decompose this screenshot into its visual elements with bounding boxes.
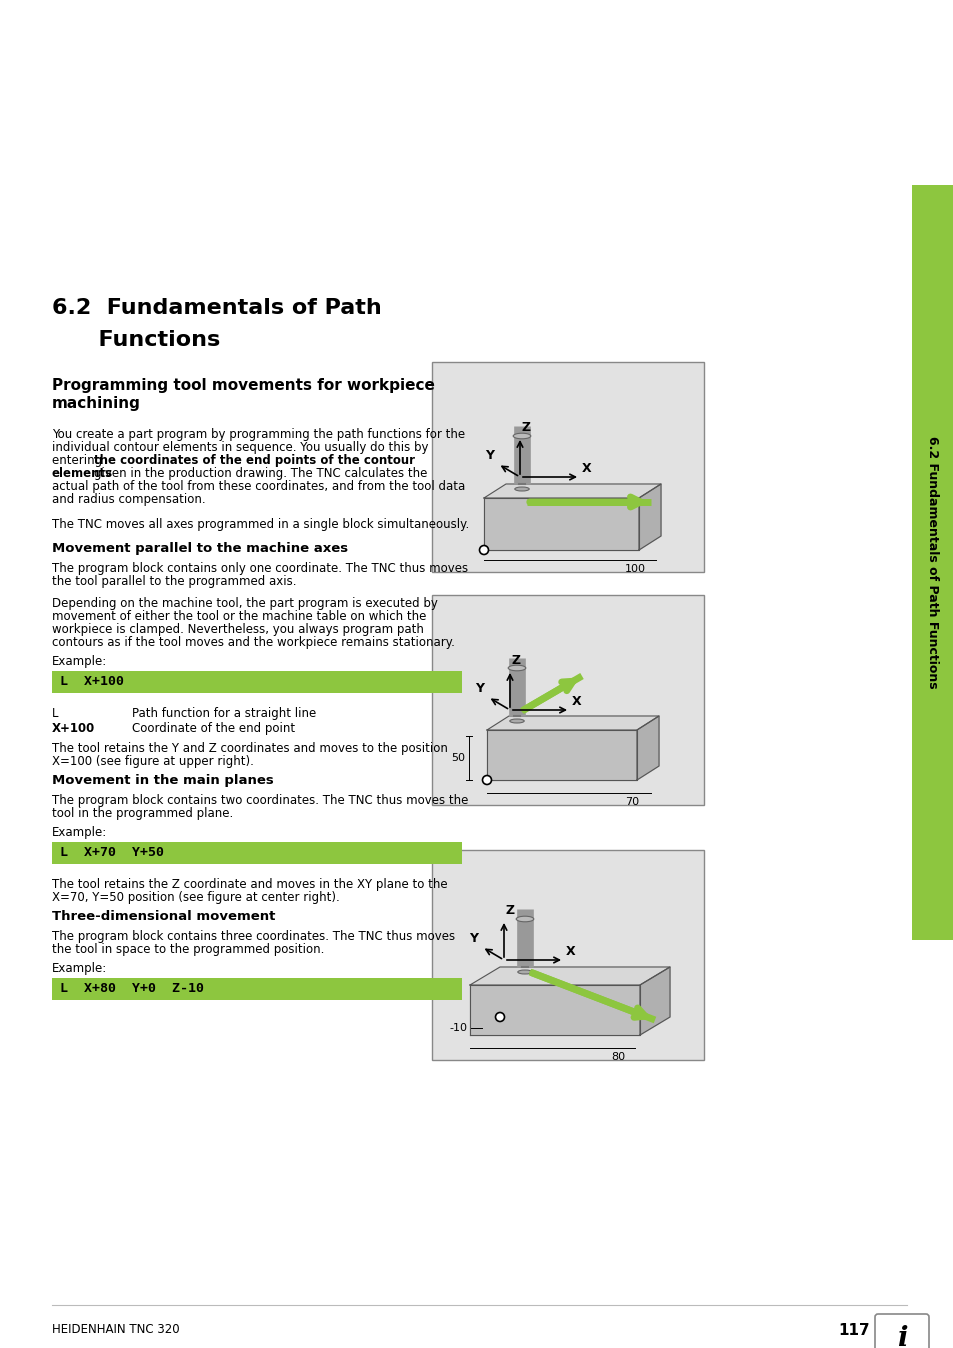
Text: Functions: Functions	[52, 330, 220, 350]
Text: Example:: Example:	[52, 655, 107, 669]
Polygon shape	[483, 484, 660, 497]
Text: L: L	[52, 706, 58, 720]
Polygon shape	[486, 716, 659, 731]
Ellipse shape	[516, 917, 534, 922]
Text: Y: Y	[469, 931, 477, 945]
Ellipse shape	[515, 487, 529, 491]
Text: movement of either the tool or the machine table on which the: movement of either the tool or the machi…	[52, 611, 426, 623]
Text: L  X+100: L X+100	[60, 675, 124, 687]
Polygon shape	[639, 967, 669, 1035]
Text: given in the production drawing. The TNC calculates the: given in the production drawing. The TNC…	[94, 466, 427, 480]
Text: The program block contains only one coordinate. The TNC thus moves: The program block contains only one coor…	[52, 562, 468, 576]
Text: The program block contains two coordinates. The TNC thus moves the: The program block contains two coordinat…	[52, 794, 468, 807]
Text: individual contour elements in sequence. You usually do this by: individual contour elements in sequence.…	[52, 441, 428, 454]
Text: Z: Z	[521, 421, 531, 434]
Text: Example:: Example:	[52, 826, 107, 838]
Text: L  X+80  Y+0  Z-10: L X+80 Y+0 Z-10	[60, 981, 204, 995]
Polygon shape	[637, 716, 659, 780]
Text: and radius compensation.: and radius compensation.	[52, 493, 206, 506]
Text: X: X	[565, 945, 575, 958]
Polygon shape	[639, 484, 660, 550]
Text: 50: 50	[451, 754, 464, 763]
Text: Z: Z	[512, 654, 520, 667]
Bar	[432, 363, 703, 572]
Ellipse shape	[517, 971, 532, 975]
Text: the tool in space to the programmed position.: the tool in space to the programmed posi…	[52, 944, 324, 956]
Text: Three-dimensional movement: Three-dimensional movement	[52, 910, 275, 923]
Bar	[52, 842, 461, 864]
Text: X=100 (see figure at upper right).: X=100 (see figure at upper right).	[52, 755, 253, 768]
FancyBboxPatch shape	[874, 1314, 928, 1348]
Text: Path function for a straight line: Path function for a straight line	[132, 706, 315, 720]
Bar	[432, 851, 703, 1060]
Text: Depending on the machine tool, the part program is executed by: Depending on the machine tool, the part …	[52, 597, 437, 611]
Text: You create a part program by programming the path functions for the: You create a part program by programming…	[52, 429, 465, 441]
Bar	[52, 671, 461, 693]
Text: HEIDENHAIN TNC 320: HEIDENHAIN TNC 320	[52, 1322, 179, 1336]
Bar	[432, 594, 703, 805]
Text: X: X	[572, 696, 581, 708]
Circle shape	[479, 546, 488, 554]
Text: Coordinate of the end point: Coordinate of the end point	[132, 723, 294, 735]
Text: 6.2 Fundamentals of Path Functions: 6.2 Fundamentals of Path Functions	[925, 437, 939, 689]
Text: Programming tool movements for workpiece: Programming tool movements for workpiece	[52, 377, 435, 394]
Text: The TNC moves all axes programmed in a single block simultaneously.: The TNC moves all axes programmed in a s…	[52, 518, 469, 531]
Text: Z: Z	[505, 905, 515, 917]
Text: X=70, Y=50 position (see figure at center right).: X=70, Y=50 position (see figure at cente…	[52, 891, 339, 905]
Text: The tool retains the Z coordinate and moves in the XY plane to the: The tool retains the Z coordinate and mo…	[52, 878, 447, 891]
Text: Example:: Example:	[52, 962, 107, 975]
Text: Y: Y	[484, 449, 494, 462]
Circle shape	[482, 775, 491, 785]
Text: entering: entering	[52, 454, 106, 466]
Circle shape	[495, 1012, 504, 1022]
Text: 117: 117	[838, 1322, 869, 1339]
Polygon shape	[470, 985, 639, 1035]
Text: elements: elements	[52, 466, 113, 480]
Ellipse shape	[513, 433, 530, 439]
Text: Movement in the main planes: Movement in the main planes	[52, 774, 274, 787]
Text: 100: 100	[624, 563, 645, 574]
Ellipse shape	[508, 665, 525, 671]
Text: The program block contains three coordinates. The TNC thus moves: The program block contains three coordin…	[52, 930, 455, 944]
Text: actual path of the tool from these coordinates, and from the tool data: actual path of the tool from these coord…	[52, 480, 465, 493]
Text: X+100: X+100	[52, 723, 95, 735]
Text: L  X+70  Y+50: L X+70 Y+50	[60, 847, 164, 859]
Polygon shape	[486, 731, 637, 780]
Text: Movement parallel to the machine axes: Movement parallel to the machine axes	[52, 542, 348, 555]
Polygon shape	[470, 967, 669, 985]
Polygon shape	[483, 497, 639, 550]
Text: the coordinates of the end points of the contour: the coordinates of the end points of the…	[94, 454, 415, 466]
Bar	[911, 185, 953, 940]
Text: the tool parallel to the programmed axis.: the tool parallel to the programmed axis…	[52, 576, 296, 588]
Text: 6.2  Fundamentals of Path: 6.2 Fundamentals of Path	[52, 298, 381, 318]
Text: contours as if the tool moves and the workpiece remains stationary.: contours as if the tool moves and the wo…	[52, 636, 455, 648]
Text: i: i	[896, 1325, 906, 1348]
Text: 80: 80	[610, 1051, 624, 1062]
Ellipse shape	[509, 718, 523, 723]
Text: -10: -10	[449, 1023, 467, 1033]
Text: workpiece is clamped. Nevertheless, you always program path: workpiece is clamped. Nevertheless, you …	[52, 623, 423, 636]
Text: Y: Y	[475, 682, 483, 696]
Text: machining: machining	[52, 396, 141, 411]
Text: 70: 70	[624, 797, 639, 807]
Text: X: X	[581, 462, 591, 474]
Text: tool in the programmed plane.: tool in the programmed plane.	[52, 807, 233, 820]
Text: The tool retains the Y and Z coordinates and moves to the position: The tool retains the Y and Z coordinates…	[52, 741, 447, 755]
Bar	[52, 979, 461, 1000]
